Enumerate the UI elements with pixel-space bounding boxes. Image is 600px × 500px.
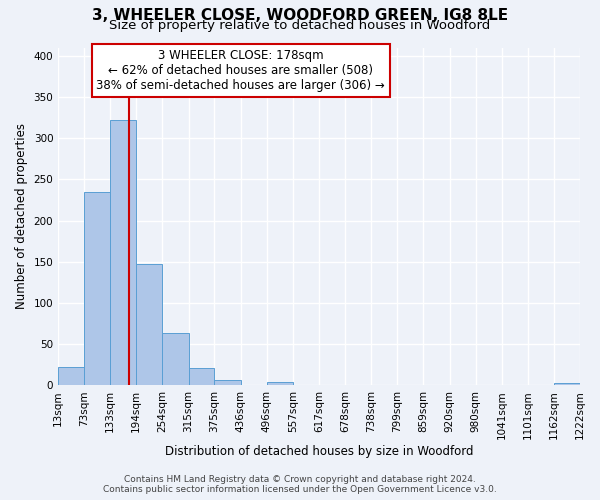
Bar bbox=[554, 383, 580, 386]
Y-axis label: Number of detached properties: Number of detached properties bbox=[15, 124, 28, 310]
Text: 3, WHEELER CLOSE, WOODFORD GREEN, IG8 8LE: 3, WHEELER CLOSE, WOODFORD GREEN, IG8 8L… bbox=[92, 8, 508, 22]
Text: Size of property relative to detached houses in Woodford: Size of property relative to detached ho… bbox=[109, 19, 491, 32]
X-axis label: Distribution of detached houses by size in Woodford: Distribution of detached houses by size … bbox=[165, 444, 473, 458]
Text: 3 WHEELER CLOSE: 178sqm
← 62% of detached houses are smaller (508)
38% of semi-d: 3 WHEELER CLOSE: 178sqm ← 62% of detache… bbox=[97, 49, 385, 92]
Bar bbox=[110, 120, 136, 386]
Bar bbox=[214, 380, 241, 386]
Bar bbox=[266, 382, 293, 386]
Bar bbox=[188, 368, 214, 386]
Bar bbox=[162, 334, 188, 386]
Bar bbox=[84, 192, 110, 386]
Bar bbox=[136, 264, 162, 386]
Bar bbox=[58, 367, 84, 386]
Text: Contains HM Land Registry data © Crown copyright and database right 2024.
Contai: Contains HM Land Registry data © Crown c… bbox=[103, 474, 497, 494]
